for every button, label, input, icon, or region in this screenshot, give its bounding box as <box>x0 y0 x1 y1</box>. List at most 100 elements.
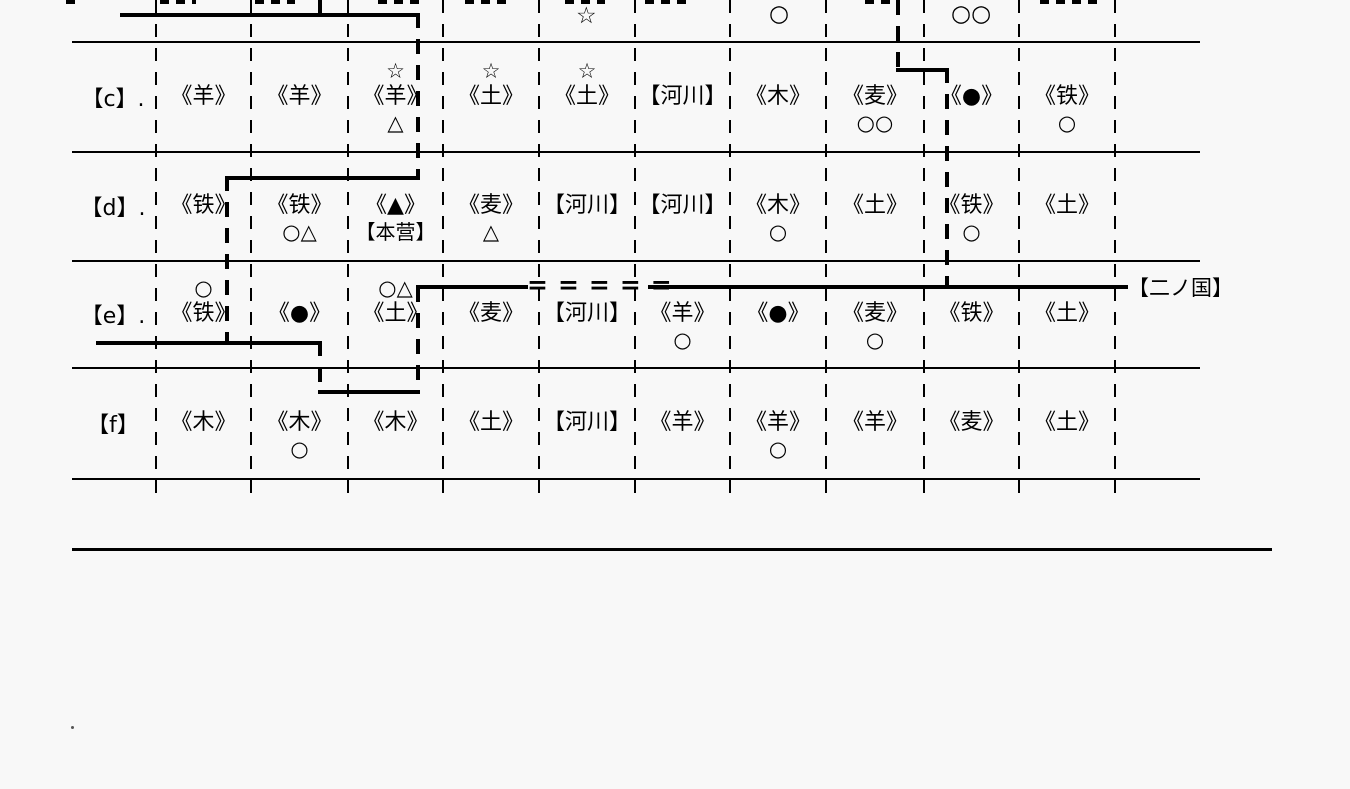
cell-e5: 【河川】 <box>540 261 634 367</box>
terrain: 《铁》 <box>1033 84 1100 109</box>
column-separator <box>347 0 349 500</box>
sym-below: ○ <box>768 220 788 244</box>
terrain: 《木》 <box>266 410 333 435</box>
sym-below: △ <box>482 220 500 244</box>
row-label-c: 【c】. <box>81 87 145 112</box>
cell-f3: 《木》 <box>349 368 442 478</box>
row-separator <box>72 367 1200 369</box>
terrain: 【河川】 <box>638 84 727 109</box>
cell-e1: ○ 《铁》 <box>157 261 250 367</box>
terrain: 【河川】 <box>542 301 631 326</box>
terrain: 《土》 <box>1033 410 1100 435</box>
terrain: 《土》 <box>1033 301 1100 326</box>
terrain: 《木》 <box>170 410 237 435</box>
cell-c2: 《羊》 <box>252 42 347 152</box>
cell-symbol-circles: ○○ <box>951 1 992 27</box>
cell-d2: 《铁》 ○△ <box>252 152 347 260</box>
cell-e7: 《●》 <box>731 261 825 367</box>
cell-c4: ☆ 《土》 <box>444 42 538 152</box>
terrain: 《木》 <box>744 193 811 218</box>
row-separator <box>72 478 1200 480</box>
cell-e4: 《麦》 <box>444 261 538 367</box>
sym-above: ○ <box>194 276 213 300</box>
terrain: 《麦》 <box>938 410 1005 435</box>
terrain: 《土》 <box>457 84 524 109</box>
cell-f7: 《羊》 ○ <box>731 368 825 478</box>
cell-f9: 《麦》 <box>925 368 1018 478</box>
row-label-f: 【f】 <box>87 413 139 438</box>
cell-d9: 《铁》 ○ <box>925 152 1018 260</box>
cell-d5: 【河川】 <box>540 152 634 260</box>
border-segment <box>648 285 1128 289</box>
cell-e2: 《●》 <box>252 261 347 367</box>
cell-f4: 《土》 <box>444 368 538 478</box>
cell-e8: 《麦》 ○ <box>827 261 923 367</box>
stray-dot <box>71 726 74 729</box>
terrain: 《羊》 <box>266 84 333 109</box>
cell-c6: 【河川】 <box>636 42 729 152</box>
cell-e10: 《土》 <box>1020 261 1114 367</box>
clipped-glyphs <box>465 0 513 4</box>
row-label-e: 【e】. <box>80 304 146 329</box>
cell-e9: 《铁》 <box>925 261 1018 367</box>
clipped-glyphs <box>66 0 82 4</box>
row-separator <box>72 151 1200 153</box>
border-segment <box>896 68 949 72</box>
sym-above: ○△ <box>378 276 413 300</box>
border-segment <box>416 287 420 392</box>
sym-above: ☆ <box>386 59 405 83</box>
clipped-glyphs <box>645 0 693 4</box>
terrain: 《羊》 <box>649 301 716 326</box>
sym-below: 【本营】 <box>355 220 436 244</box>
terrain: 《麦》 <box>457 301 524 326</box>
terrain: 《木》 <box>362 410 429 435</box>
border-segment <box>416 13 420 180</box>
row-separator <box>72 260 1200 262</box>
clipped-glyphs <box>378 0 422 4</box>
map-row-c: 【c】. 《羊》 《羊》 ☆ 《羊》 △ ☆ 《土》 ☆ 《土》 【河川】 《木》 《麦… <box>0 42 1350 152</box>
terrain: 《●》 <box>939 84 1004 109</box>
terrain: 【河川】 <box>542 193 631 218</box>
cell-d3-headquarters: 《▲》 【本营】 <box>349 152 442 260</box>
cell-e6: 《羊》 ○ <box>636 261 729 367</box>
border-segment <box>416 285 528 289</box>
terrain: 《土》 <box>841 193 908 218</box>
cell-f2: 《木》 ○ <box>252 368 347 478</box>
cell-d10: 《土》 <box>1020 152 1114 260</box>
terrain: 《铁》 <box>938 193 1005 218</box>
terrain: 《土》 <box>1033 193 1100 218</box>
cell-f6: 《羊》 <box>636 368 729 478</box>
terrain: 【河川】 <box>638 193 727 218</box>
row-label-d: 【d】. <box>80 196 146 221</box>
cell-c1: 《羊》 <box>157 42 250 152</box>
sym-below: ○ <box>1057 111 1077 135</box>
cell-d8: 《土》 <box>827 152 923 260</box>
border-segment <box>318 341 322 393</box>
terrain: 《羊》 <box>649 410 716 435</box>
sym-below: ○ <box>962 220 981 244</box>
terrain: 《麦》 <box>841 84 908 109</box>
terrain: 《铁》 <box>266 193 333 218</box>
sym-above: ☆ <box>577 59 597 83</box>
terrain: 《●》 <box>267 301 332 326</box>
border-segment <box>318 0 322 16</box>
cell-d6: 【河川】 <box>636 152 729 260</box>
column-separator <box>923 0 925 500</box>
terrain: 《土》 <box>457 410 524 435</box>
cell-d1: 《铁》 <box>157 152 250 260</box>
clipped-glyphs <box>160 0 196 4</box>
border-segment <box>96 341 320 345</box>
cell-d7: 《木》 ○ <box>731 152 825 260</box>
column-separator <box>729 0 731 500</box>
row-separator <box>72 41 1200 43</box>
map-row-f: 【f】 《木》 《木》 ○ 《木》 《土》 【河川】 《羊》 《羊》 ○ 《羊》 《… <box>0 368 1350 478</box>
column-separator <box>538 0 540 500</box>
clipped-glyphs <box>565 0 605 4</box>
map-row-d: 【d】. 《铁》 《铁》 ○△ 《▲》 【本营】 《麦》 △ 【河川】 【河川】 《木… <box>0 152 1350 260</box>
cell-c5: ☆ 《土》 <box>540 42 634 152</box>
border-segment <box>120 13 420 17</box>
sym-below: ○ <box>290 437 309 461</box>
terrain: 《●》 <box>746 301 810 326</box>
cell-c3: ☆ 《羊》 △ <box>349 42 442 152</box>
